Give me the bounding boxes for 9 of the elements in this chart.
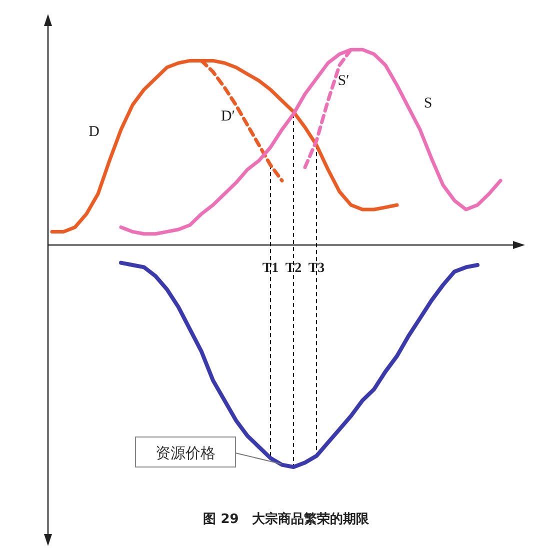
series-label: D (88, 124, 100, 140)
x-tick-label: T3 (308, 261, 325, 276)
text: 图 29 大宗商品繁荣的期限 (203, 511, 370, 527)
series-label: S (424, 95, 432, 112)
x-tick-label: T1 (262, 261, 279, 276)
series-label: D′ (220, 108, 236, 125)
x-tick-label: T2 (285, 261, 302, 276)
text: 资源价格 (156, 444, 216, 462)
series-label: S′ (338, 73, 350, 90)
